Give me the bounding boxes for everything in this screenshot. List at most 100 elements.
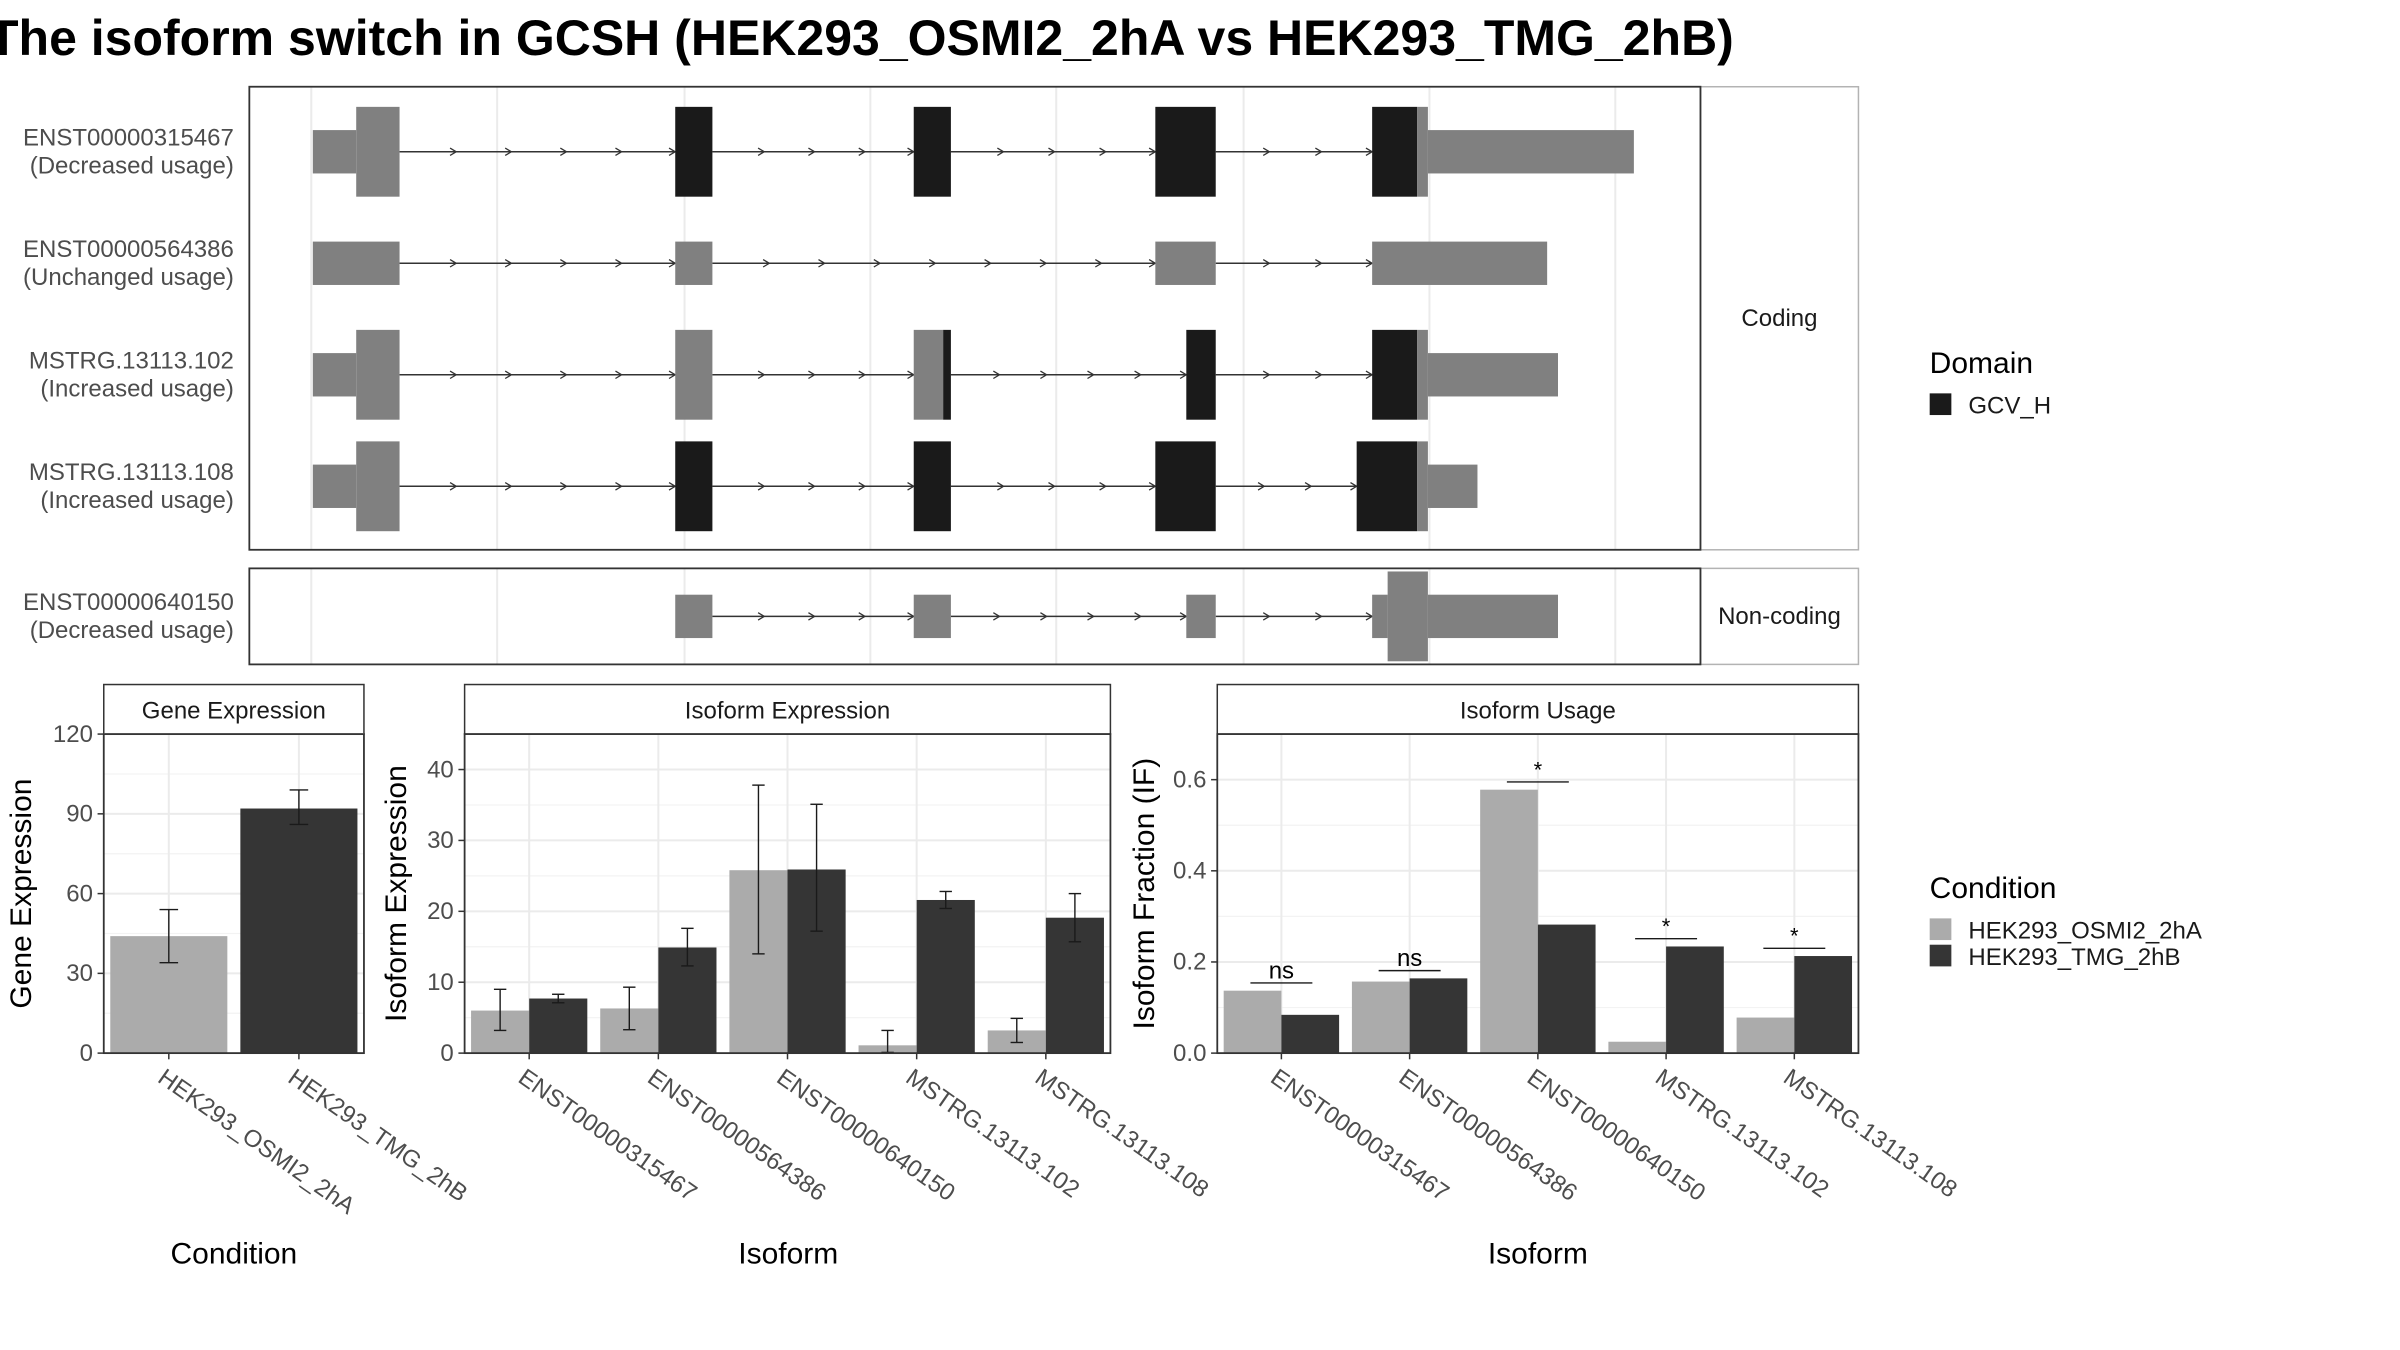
intron-arrow [1350, 482, 1358, 491]
domain-exon [1155, 441, 1216, 532]
intron-arrow [504, 482, 513, 491]
exon [1155, 241, 1216, 285]
error-bar [1010, 1017, 1023, 1044]
intron-arrow [449, 370, 458, 380]
transcript-row [675, 571, 1558, 662]
exon [312, 130, 357, 174]
significance-label: * [1790, 924, 1799, 949]
intron-arrow [559, 147, 568, 157]
intron-arrow [504, 259, 513, 268]
exon [1186, 594, 1216, 639]
exon [356, 329, 400, 420]
exon [312, 353, 357, 397]
intron-arrow [993, 612, 1001, 621]
chart-strip-label: Gene Expression [142, 698, 326, 725]
intron-arrow [1048, 482, 1056, 491]
y-tick-label: 20 [427, 898, 454, 925]
intron-arrow [808, 612, 816, 621]
x-axis-title: Isoform [1488, 1238, 1588, 1271]
intron-arrow [559, 370, 568, 380]
exon [675, 329, 713, 420]
y-tick-label: 60 [66, 880, 93, 907]
chart-strip [463, 683, 1112, 735]
error-bar [159, 908, 179, 964]
error-bar [681, 927, 694, 967]
domain-exon [675, 441, 713, 532]
condition-legend-label: HEK293_OSMI2_2hA [1968, 918, 2201, 945]
y-axis-title: Gene Expression [5, 779, 38, 1009]
condition-legend-title: Condition [1930, 872, 2057, 905]
intron-arrow [1179, 612, 1188, 621]
chart-panel-border [1216, 733, 1860, 1055]
chart-strip-label: Isoform Usage [1460, 698, 1616, 725]
y-tick-label: 30 [66, 960, 93, 987]
transcript-structure-plot: CodingNon-codingENST00000315467(Decrease… [23, 85, 1860, 666]
exon [1372, 594, 1388, 639]
intron-arrow [504, 147, 513, 157]
intron-arrow [808, 370, 816, 380]
domain-exon [913, 441, 951, 532]
significance-label: * [1534, 757, 1543, 782]
intron-arrow [1315, 259, 1323, 268]
exon [1427, 464, 1478, 508]
intron-arrow [1179, 370, 1188, 380]
figure-title: The isoform switch in GCSH (HEK293_OSMI2… [0, 10, 1734, 66]
bar [1794, 956, 1853, 1054]
y-tick-label: 0 [440, 1040, 453, 1067]
intron-arrow [762, 259, 771, 268]
intron-arrow [449, 147, 458, 157]
chart-strip [103, 683, 365, 735]
y-tick-label: 0.2 [1173, 949, 1206, 976]
condition-legend-label: HEK293_TMG_2hB [1968, 944, 2180, 971]
intron-arrow [757, 147, 766, 157]
intron-arrow [668, 482, 677, 491]
exon [675, 241, 713, 285]
intron-arrow [615, 482, 623, 491]
x-axis-title: Isoform [738, 1238, 838, 1271]
exon [1417, 329, 1428, 420]
facet-strip-label: Coding [1741, 305, 1817, 332]
intron-arrow [1262, 259, 1271, 268]
exon [1427, 594, 1558, 639]
intron-arrow [858, 612, 867, 621]
facet-strip-label: Non-coding [1718, 603, 1841, 630]
chart-panel-border [463, 733, 1112, 1055]
error-bar [1068, 892, 1082, 943]
condition-legend-swatch [1929, 918, 1952, 941]
intron-arrow [757, 370, 766, 380]
y-tick-label: 0.0 [1173, 1040, 1206, 1067]
chart-strip-label: Isoform Expression [685, 698, 890, 725]
intron-arrow [668, 370, 677, 380]
exon [356, 106, 400, 197]
intron-arrow [808, 147, 816, 157]
structure-panel-border [248, 85, 1702, 551]
intron-arrow [1040, 370, 1048, 380]
transcript-id-label: MSTRG.13113.102 [29, 348, 234, 375]
intron-arrow [858, 482, 867, 491]
intron-arrow [615, 259, 623, 268]
intron-arrow [1315, 370, 1323, 380]
bar [1409, 978, 1468, 1054]
structure-panel-border [248, 567, 1702, 666]
bar [916, 899, 975, 1054]
transcript-id-label: MSTRG.13113.108 [29, 459, 234, 486]
transcript-usage-label: (Decreased usage) [30, 617, 234, 644]
intron-arrow [1315, 612, 1323, 621]
condition-legend-swatch [1929, 944, 1952, 967]
exon [312, 241, 400, 285]
exon [1427, 353, 1558, 397]
intron-arrow [1262, 612, 1271, 621]
intron-arrow [1094, 259, 1103, 268]
domain-legend-swatch [1929, 393, 1952, 416]
chart-panel-border [102, 733, 365, 1055]
facet-strip [1699, 85, 1860, 551]
bar [529, 998, 588, 1054]
intron-arrow [449, 482, 458, 491]
bar [1351, 981, 1410, 1054]
intron-arrow [1315, 147, 1323, 157]
intron-arrow [1262, 147, 1271, 157]
bar [1223, 990, 1282, 1054]
bar [1480, 789, 1538, 1054]
intron-arrow [858, 147, 867, 157]
intron-arrow [449, 259, 458, 268]
